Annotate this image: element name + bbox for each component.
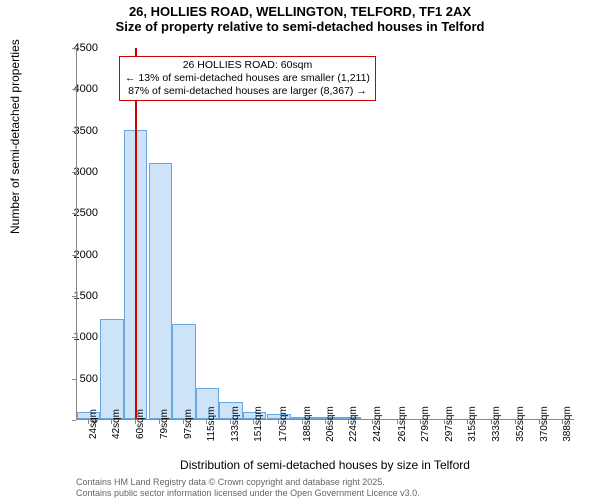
x-tick-label: 170sqm [278, 406, 289, 442]
x-tick-label: 151sqm [253, 406, 264, 442]
x-tick-mark [88, 420, 89, 424]
x-tick-label: 333sqm [491, 406, 502, 442]
x-tick-label: 370sqm [539, 406, 550, 442]
x-tick-label: 133sqm [230, 406, 241, 442]
x-tick-mark [372, 420, 373, 424]
x-tick-mark [278, 420, 279, 424]
x-tick-label: 224sqm [348, 406, 359, 442]
annotation-line-2: 87% of semi-detached houses are larger (… [125, 85, 370, 98]
x-tick-mark [206, 420, 207, 424]
x-tick-mark [467, 420, 468, 424]
x-tick-mark [444, 420, 445, 424]
x-tick-mark [491, 420, 492, 424]
x-tick-label: 97sqm [183, 409, 194, 439]
x-tick-label: 261sqm [397, 406, 408, 442]
x-tick-mark [539, 420, 540, 424]
x-tick-label: 242sqm [372, 406, 383, 442]
footer-line2: Contains public sector information licen… [76, 488, 420, 498]
x-tick-mark [397, 420, 398, 424]
histogram-bar [149, 163, 172, 419]
x-tick-label: 79sqm [159, 409, 170, 439]
x-tick-mark [325, 420, 326, 424]
x-tick-label: 24sqm [88, 409, 99, 439]
x-tick-label: 388sqm [562, 406, 573, 442]
y-axis-label: Number of semi-detached properties [8, 39, 22, 234]
annotation-line-1: ← 13% of semi-detached houses are smalle… [125, 72, 370, 85]
x-tick-mark [111, 420, 112, 424]
annotation-box: 26 HOLLIES ROAD: 60sqm ← 13% of semi-det… [119, 56, 376, 101]
x-tick-label: 352sqm [515, 406, 526, 442]
x-axis-label: Distribution of semi-detached houses by … [76, 458, 574, 472]
x-tick-mark [135, 420, 136, 424]
footer-attribution: Contains HM Land Registry data © Crown c… [76, 477, 420, 498]
x-tick-label: 315sqm [467, 406, 478, 442]
x-tick-label: 42sqm [111, 409, 122, 439]
x-tick-label: 279sqm [420, 406, 431, 442]
x-tick-mark [348, 420, 349, 424]
x-tick-mark [562, 420, 563, 424]
y-tick-mark [72, 420, 76, 421]
x-tick-mark [159, 420, 160, 424]
histogram-chart: 26, HOLLIES ROAD, WELLINGTON, TELFORD, T… [0, 0, 600, 500]
x-tick-mark [253, 420, 254, 424]
x-tick-mark [420, 420, 421, 424]
x-tick-mark [515, 420, 516, 424]
chart-title-block: 26, HOLLIES ROAD, WELLINGTON, TELFORD, T… [0, 4, 600, 34]
histogram-bar [172, 324, 195, 419]
x-tick-label: 188sqm [302, 406, 313, 442]
chart-title-line2: Size of property relative to semi-detach… [0, 19, 600, 34]
footer-line1: Contains HM Land Registry data © Crown c… [76, 477, 420, 487]
x-tick-label: 115sqm [206, 407, 217, 442]
plot-area: 26 HOLLIES ROAD: 60sqm ← 13% of semi-det… [76, 48, 574, 420]
x-tick-mark [302, 420, 303, 424]
x-tick-mark [230, 420, 231, 424]
reference-line [135, 48, 137, 419]
x-tick-label: 206sqm [325, 406, 336, 442]
x-tick-label: 60sqm [135, 409, 146, 439]
histogram-bar [100, 319, 123, 419]
annotation-line-0: 26 HOLLIES ROAD: 60sqm [125, 59, 370, 72]
x-tick-mark [183, 420, 184, 424]
chart-title-line1: 26, HOLLIES ROAD, WELLINGTON, TELFORD, T… [0, 4, 600, 19]
x-tick-label: 297sqm [444, 406, 455, 442]
